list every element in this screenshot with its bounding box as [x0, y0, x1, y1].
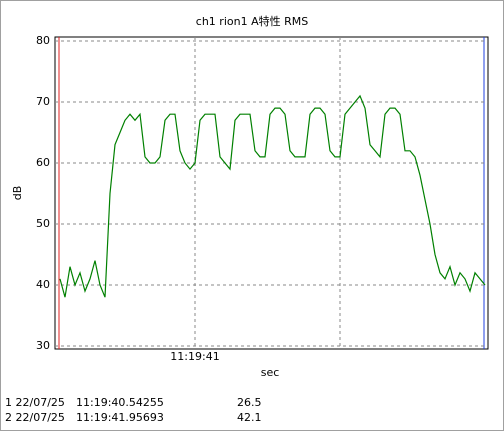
y-tick-label: 50 — [36, 217, 50, 230]
chart-title: ch1 rion1 A特性 RMS — [196, 14, 308, 28]
cursor-row: 2 22/07/25 — [5, 411, 65, 424]
cursor-value: 26.5 — [237, 396, 262, 409]
y-tick-label: 80 — [36, 34, 50, 47]
x-axis-label: sec — [261, 366, 280, 379]
y-tick-label: 40 — [36, 278, 50, 291]
cursor-time: 11:19:40.54255 — [76, 396, 164, 409]
cursor-time: 11:19:41.95693 — [76, 411, 164, 424]
cursor-row: 1 22/07/25 — [5, 396, 65, 409]
y-tick-label: 70 — [36, 95, 50, 108]
plot-area — [54, 36, 489, 350]
y-tick-label: 60 — [36, 156, 50, 169]
y-tick-label: 30 — [36, 339, 50, 352]
x-tick-label: 11:19:41 — [170, 350, 219, 363]
data-line — [59, 94, 486, 298]
cursor-value: 42.1 — [237, 411, 262, 424]
y-axis-label: dB — [11, 186, 24, 201]
